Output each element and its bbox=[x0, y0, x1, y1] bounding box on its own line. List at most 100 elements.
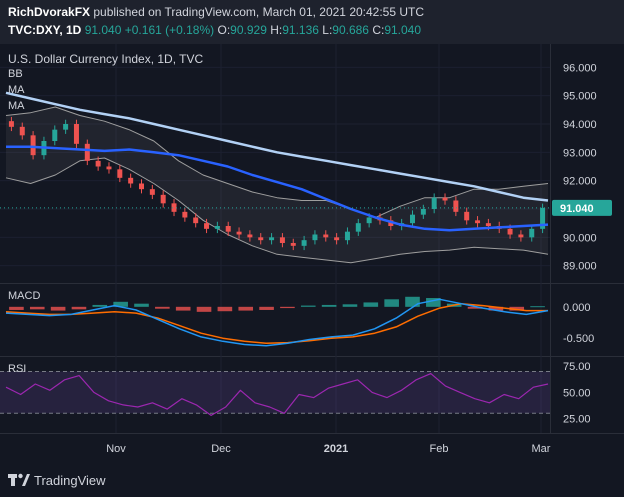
price-tick-label: 89.000 bbox=[563, 261, 597, 273]
macd-histogram-bar bbox=[175, 306, 191, 311]
time-tick-label: Feb bbox=[430, 443, 449, 455]
bb-indicator-label[interactable]: BB bbox=[8, 68, 23, 80]
macd-histogram-bar bbox=[488, 306, 504, 311]
macd-signal-line bbox=[5, 302, 548, 344]
candle-body bbox=[160, 194, 166, 204]
footer: TradingView bbox=[0, 464, 624, 497]
moving-average-short-line bbox=[6, 145, 549, 232]
price-tick-label: 93.000 bbox=[563, 147, 597, 159]
macd-tick-label: -0.500 bbox=[563, 333, 594, 345]
high-value: 91.136 bbox=[282, 23, 319, 37]
tradingview-brand[interactable]: TradingView bbox=[34, 473, 106, 488]
macd-histogram-bar bbox=[29, 306, 45, 310]
moving-average-long-line bbox=[5, 91, 549, 202]
rsi-pane-label[interactable]: RSI bbox=[8, 363, 27, 375]
candle-body bbox=[344, 231, 350, 241]
candle-body bbox=[431, 197, 437, 209]
price-tick-label: 90.000 bbox=[563, 232, 597, 244]
candle-body bbox=[290, 243, 296, 246]
candle-body bbox=[30, 135, 36, 156]
candle-body bbox=[63, 124, 69, 130]
ma-indicator-label-1[interactable]: MA bbox=[8, 84, 25, 96]
close-value: 91.040 bbox=[384, 23, 422, 37]
macd-histogram-bar bbox=[363, 302, 379, 307]
candle-body bbox=[95, 160, 101, 167]
rsi-tick-label: 25.00 bbox=[563, 414, 591, 426]
candle-body bbox=[420, 209, 426, 215]
macd-histogram-bar bbox=[134, 303, 149, 307]
candle-body bbox=[52, 129, 58, 141]
price-tick-label: 96.000 bbox=[563, 62, 597, 74]
candle-body bbox=[529, 228, 535, 238]
candle-body bbox=[149, 189, 155, 195]
macd-histogram-bar bbox=[321, 304, 337, 307]
time-tick-label: 2021 bbox=[324, 443, 348, 455]
publish-info: RichDvorakFX published on TradingView.co… bbox=[8, 5, 424, 19]
candle-body bbox=[301, 240, 307, 246]
price-tick-label: 95.000 bbox=[563, 91, 597, 103]
bollinger-lower-line bbox=[5, 157, 549, 264]
macd-histogram-bar bbox=[300, 305, 316, 307]
published-text: published on TradingView.com, March 01, … bbox=[93, 5, 425, 19]
open-value: 90.929 bbox=[230, 23, 267, 37]
candle-body bbox=[117, 169, 123, 178]
symbol-info: TVC:DXY, 1D 91.040 +0.161 (+0.18%) O:90.… bbox=[8, 23, 421, 37]
candle-body bbox=[269, 237, 275, 241]
macd-histogram-bar bbox=[196, 306, 212, 312]
macd-histogram-bar bbox=[467, 306, 483, 309]
bollinger-upper-line bbox=[5, 106, 549, 218]
macd-histogram-bar bbox=[113, 301, 128, 307]
candle-body bbox=[225, 226, 231, 232]
price-tick-label: 92.000 bbox=[563, 176, 597, 188]
last-price-badge bbox=[552, 199, 612, 216]
macd-histogram-bar bbox=[9, 306, 24, 310]
candle-body bbox=[214, 226, 220, 229]
candle-body bbox=[128, 177, 134, 184]
candle-body bbox=[204, 223, 210, 229]
candle-body bbox=[410, 214, 415, 224]
macd-pane-label[interactable]: MACD bbox=[8, 290, 41, 302]
candle-body bbox=[442, 197, 448, 201]
macd-histogram-bar bbox=[71, 306, 87, 310]
candle-body bbox=[106, 166, 112, 170]
rsi-band-fill bbox=[0, 371, 550, 414]
candle-body bbox=[73, 124, 79, 144]
candle-body bbox=[279, 237, 285, 243]
rsi-tick-label: 50.00 bbox=[563, 387, 591, 399]
candle-body bbox=[475, 220, 481, 224]
price-chart[interactable]: NovDec2021FebMar89.00090.00091.00092.000… bbox=[0, 44, 624, 464]
candle-body bbox=[355, 223, 361, 232]
high-label: H: bbox=[270, 23, 283, 37]
candle-body bbox=[258, 237, 264, 241]
candle-body bbox=[323, 234, 329, 238]
candle-body bbox=[19, 126, 25, 136]
candle-body bbox=[464, 211, 470, 221]
candle-body bbox=[518, 234, 524, 238]
rsi-tick-label: 75.00 bbox=[563, 361, 591, 373]
candle-body bbox=[507, 228, 513, 235]
candle-body bbox=[139, 183, 144, 190]
macd-histogram-bar bbox=[280, 306, 295, 309]
candle-body bbox=[182, 211, 188, 218]
candle-body bbox=[8, 121, 14, 127]
price-tick-label: 94.000 bbox=[563, 119, 597, 131]
macd-histogram-bar bbox=[405, 296, 420, 307]
symbol-name[interactable]: TVC:DXY, 1D bbox=[8, 23, 82, 37]
candle-body bbox=[540, 207, 546, 229]
macd-histogram-bar bbox=[92, 304, 108, 307]
macd-line bbox=[5, 298, 549, 347]
author-name[interactable]: RichDvorakFX bbox=[8, 5, 91, 19]
macd-histogram-bar bbox=[259, 306, 274, 310]
low-label: L: bbox=[322, 23, 333, 37]
macd-histogram-bar bbox=[426, 298, 441, 307]
candle-body bbox=[453, 200, 459, 212]
price-change: +0.161 (+0.18%) bbox=[124, 23, 215, 37]
tradingview-logo-icon[interactable] bbox=[8, 472, 30, 488]
ma-indicator-label-2[interactable]: MA bbox=[8, 100, 25, 112]
open-label: O: bbox=[217, 23, 231, 37]
macd-histogram-bar bbox=[530, 306, 545, 308]
macd-histogram-bar bbox=[217, 306, 233, 312]
publish-header: RichDvorakFX published on TradingView.co… bbox=[0, 0, 624, 44]
last-price: 91.040 bbox=[84, 23, 122, 37]
rsi-line bbox=[5, 373, 549, 416]
